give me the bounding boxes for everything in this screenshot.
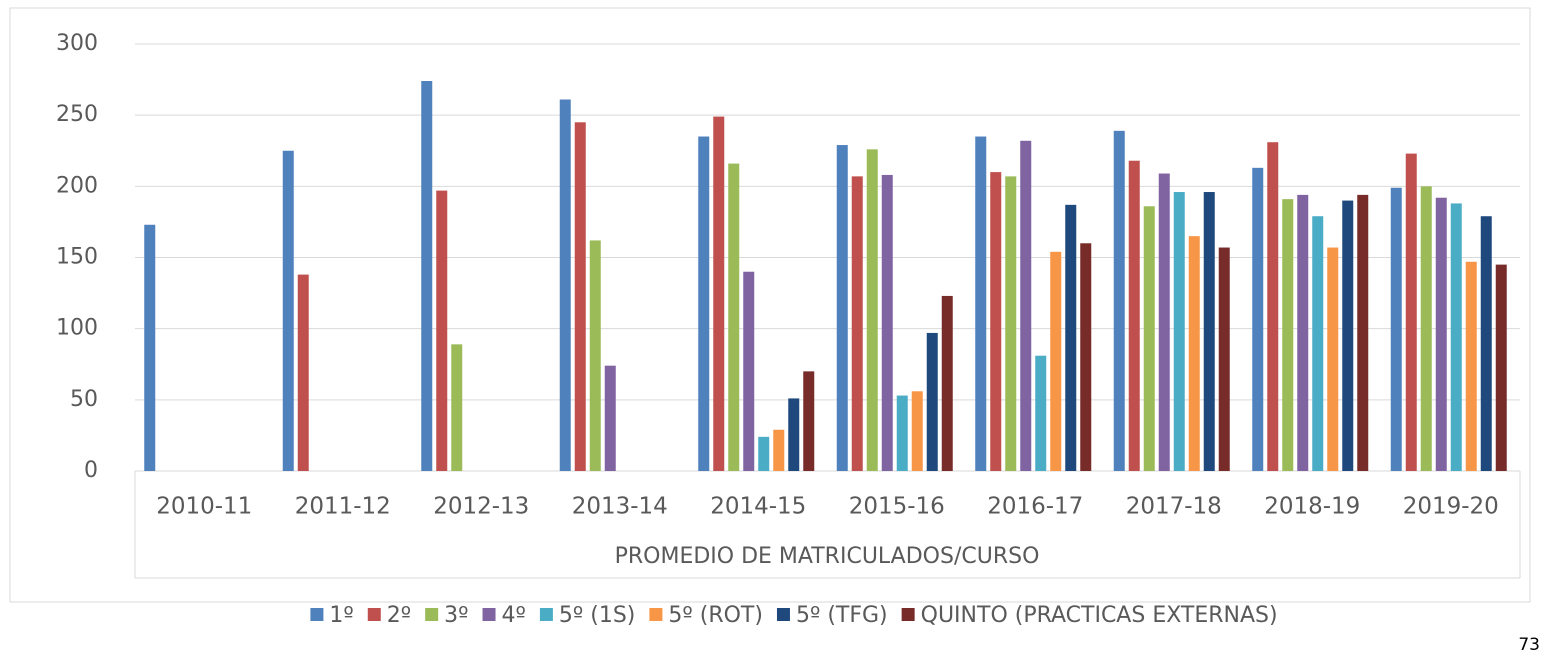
legend-label: 5º (TFG) <box>796 603 888 628</box>
legend-label: QUINTO (PRACTICAS EXTERNAS) <box>921 603 1278 628</box>
legend-swatch <box>310 608 324 621</box>
bar <box>803 371 815 471</box>
bar <box>1327 247 1339 471</box>
legend-swatch <box>539 608 553 621</box>
bar <box>1282 199 1294 472</box>
x-tick-label: 2016-17 <box>987 494 1083 520</box>
bar <box>975 136 987 471</box>
bar <box>926 332 938 471</box>
legend-label: 5º (ROT) <box>668 603 763 628</box>
bar <box>451 344 463 471</box>
x-tick-label: 2011-12 <box>295 494 391 520</box>
y-tick-label: 50 <box>70 387 98 412</box>
legend-swatch <box>649 608 663 621</box>
bar <box>773 429 785 471</box>
x-tick-label: 2015-16 <box>849 494 945 520</box>
x-group-label: PROMEDIO DE MATRICULADOS/CURSO <box>615 544 1040 569</box>
bar <box>604 365 616 471</box>
legend-label: 3º <box>444 603 468 628</box>
y-tick-label: 250 <box>56 102 98 127</box>
bar <box>851 176 863 471</box>
bar <box>1173 192 1185 471</box>
bar <box>1267 142 1279 471</box>
bar <box>1020 140 1032 471</box>
bar <box>728 163 740 471</box>
y-tick-label: 200 <box>56 173 98 198</box>
bar <box>436 190 448 471</box>
bar <box>1113 130 1125 471</box>
x-tick-label: 2017-18 <box>1126 494 1222 520</box>
y-tick-label: 100 <box>56 316 98 341</box>
bar <box>1065 204 1077 471</box>
x-tick-label: 2018-19 <box>1264 494 1360 520</box>
bar <box>574 122 586 472</box>
bar <box>559 99 571 471</box>
x-tick-label: 2013-14 <box>572 494 668 520</box>
bar <box>1035 355 1047 471</box>
bar <box>1312 216 1324 471</box>
bar <box>589 240 601 471</box>
y-tick-label: 150 <box>56 245 98 270</box>
legend-swatch <box>776 608 790 621</box>
bar <box>788 398 800 471</box>
bar <box>1435 197 1447 471</box>
bar <box>1357 194 1369 471</box>
bar <box>1495 264 1507 471</box>
bar <box>866 149 878 471</box>
bar <box>836 145 848 471</box>
bar <box>282 150 294 471</box>
bar <box>881 174 893 472</box>
x-tick-label: 2014-15 <box>710 494 806 520</box>
bar <box>743 271 755 471</box>
legend-label: 1º <box>329 603 353 628</box>
bar <box>1465 261 1477 471</box>
legend-swatch <box>482 608 496 621</box>
x-tick-label: 2019-20 <box>1403 494 1499 520</box>
legend-swatch <box>425 608 439 621</box>
bar <box>1203 192 1215 471</box>
legend-label: 5º (1S) <box>559 603 635 628</box>
bar <box>896 395 908 471</box>
legend-label: 4º <box>502 603 526 628</box>
bar <box>758 436 770 471</box>
bar <box>1188 236 1200 471</box>
legend-label: 2º <box>387 603 411 628</box>
bar <box>1252 167 1264 471</box>
bar <box>1050 251 1062 471</box>
bar <box>1390 187 1402 472</box>
bar <box>1405 153 1417 471</box>
chart-frame <box>9 7 1531 603</box>
bar <box>1158 173 1170 472</box>
bar <box>1480 216 1492 471</box>
bar <box>1143 206 1155 471</box>
bar <box>1005 176 1017 471</box>
bar <box>713 116 725 471</box>
bar <box>1080 243 1092 471</box>
x-tick-label: 2010-11 <box>156 494 252 520</box>
bar <box>1128 160 1140 472</box>
y-tick-label: 300 <box>56 31 98 56</box>
page-number: 73 <box>1518 635 1540 654</box>
bar <box>297 274 309 471</box>
bar <box>421 81 433 472</box>
bar <box>1218 247 1230 471</box>
bar <box>144 224 156 471</box>
bar <box>1420 186 1432 472</box>
bar <box>698 136 710 471</box>
x-tick-label: 2012-13 <box>433 494 529 520</box>
bar <box>990 172 1002 471</box>
y-tick-label: 0 <box>84 458 98 483</box>
bar <box>1342 200 1354 472</box>
bar <box>941 295 953 471</box>
bar <box>1297 194 1309 471</box>
bar <box>1450 203 1462 471</box>
legend-swatch <box>901 608 915 621</box>
bar <box>911 391 923 471</box>
legend-swatch <box>367 608 381 621</box>
